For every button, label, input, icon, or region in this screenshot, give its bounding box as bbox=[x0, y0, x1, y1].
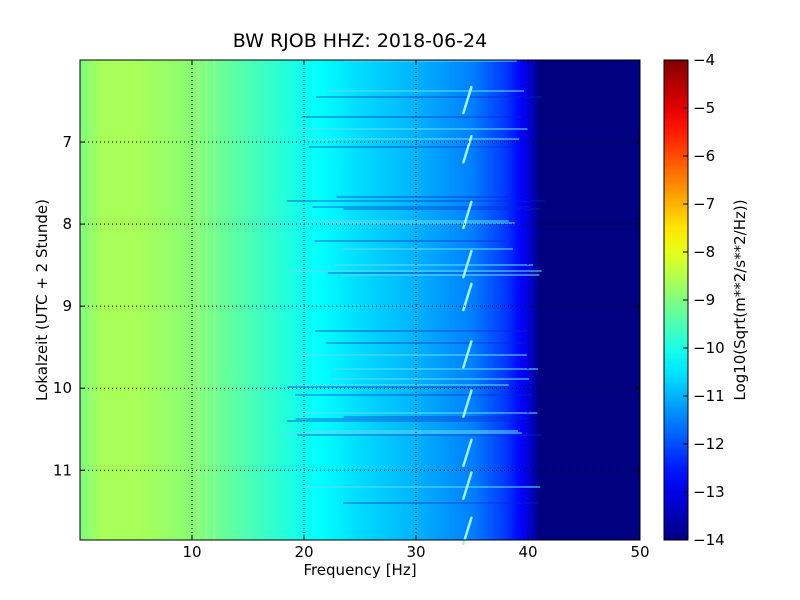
heatmap-band bbox=[336, 196, 509, 198]
x-tick-label: 10 bbox=[182, 543, 201, 561]
heatmap-band bbox=[295, 418, 530, 420]
heatmap-band bbox=[343, 208, 541, 210]
heatmap-band bbox=[323, 222, 515, 224]
spectrogram-heatmap bbox=[80, 60, 640, 540]
heatmap-band bbox=[340, 274, 540, 276]
heatmap-band bbox=[326, 342, 527, 344]
heatmap-band bbox=[298, 220, 509, 222]
heatmap-band bbox=[316, 96, 542, 98]
y-tick-label: 11 bbox=[53, 461, 72, 479]
heatmap-band bbox=[299, 128, 528, 130]
heatmap-band bbox=[309, 430, 518, 432]
heatmap-band bbox=[306, 138, 520, 140]
colorbar-tick-label: −6 bbox=[693, 147, 715, 165]
transient-line bbox=[462, 340, 473, 369]
colorbar-tick-label: −12 bbox=[693, 435, 725, 453]
heatmap-band bbox=[308, 146, 517, 148]
transient-line bbox=[462, 282, 473, 312]
colorbar-tick-label: −11 bbox=[693, 387, 725, 405]
y-tick-label: 8 bbox=[62, 215, 72, 233]
transient-line bbox=[462, 438, 473, 468]
heatmap-band bbox=[315, 330, 528, 332]
transient-line bbox=[462, 200, 473, 230]
heatmap-band bbox=[304, 486, 541, 488]
colorbar-tick-label: −7 bbox=[693, 195, 715, 213]
colorbar-tick-label: −4 bbox=[693, 51, 715, 69]
heatmap-band bbox=[342, 248, 513, 250]
heatmap-band bbox=[287, 386, 506, 388]
transient-line bbox=[462, 389, 473, 418]
heatmap-band bbox=[297, 412, 538, 414]
heatmap-band bbox=[327, 90, 524, 92]
heatmap-band bbox=[301, 354, 527, 356]
heatmap-band bbox=[290, 384, 509, 386]
chart-title: BW RJOB HHZ: 2018-06-24 bbox=[232, 30, 488, 52]
heatmap-band bbox=[343, 502, 537, 504]
heatmap-band bbox=[333, 368, 538, 370]
transient-lines bbox=[462, 85, 473, 546]
heatmap-band bbox=[282, 432, 522, 434]
heatmap-band bbox=[343, 60, 517, 62]
y-tick-label: 7 bbox=[62, 133, 72, 151]
colorbar-tick-label: −10 bbox=[693, 339, 725, 357]
heatmap-stripe bbox=[197, 60, 200, 540]
transient-line bbox=[462, 135, 473, 164]
heatmap-stripe bbox=[213, 60, 216, 540]
plot-frame bbox=[79, 59, 641, 541]
heatmap-band bbox=[314, 240, 506, 242]
heatmap-band bbox=[333, 264, 534, 266]
heatmap-band bbox=[312, 206, 529, 208]
colorbar-tick-label: −13 bbox=[693, 483, 725, 501]
colorbar-ticks: −4 −5 −6 −7 −8 −9 −10 −11 −12 −13 −14 bbox=[683, 51, 725, 549]
colorbar-tick-label: −8 bbox=[693, 243, 715, 261]
colorbar-label: Log10(Sqrt(m**2/s**2/Hz)) bbox=[731, 199, 749, 401]
y-axis-ticks: 7 8 9 10 11 bbox=[53, 133, 640, 479]
transient-line bbox=[462, 85, 473, 115]
y-axis-label: Lokalzeit (UTC + 2 Stunde) bbox=[33, 199, 51, 401]
x-axis-label: Frequency [Hz] bbox=[303, 561, 417, 579]
heatmap-band bbox=[289, 270, 542, 272]
grid-lines bbox=[80, 60, 640, 540]
heatmap-band bbox=[301, 116, 523, 118]
transient-line bbox=[462, 516, 473, 546]
x-axis-ticks: 10 20 30 40 50 bbox=[182, 60, 650, 561]
x-tick-label: 50 bbox=[630, 543, 649, 561]
heatmap-band bbox=[286, 420, 517, 422]
x-tick-label: 30 bbox=[406, 543, 425, 561]
transient-line bbox=[462, 471, 473, 500]
heatmap-background bbox=[80, 60, 640, 540]
heatmap-stripe bbox=[205, 60, 208, 540]
heatmap-band bbox=[295, 394, 533, 396]
transient-line bbox=[462, 249, 473, 279]
heatmap-band bbox=[297, 434, 542, 436]
y-tick-label: 9 bbox=[62, 297, 72, 315]
x-tick-label: 40 bbox=[518, 543, 537, 561]
heatmap-band bbox=[343, 416, 526, 418]
heatmap-band bbox=[327, 272, 541, 274]
x-tick-label: 20 bbox=[294, 543, 313, 561]
colorbar-tick-label: −5 bbox=[693, 99, 715, 117]
colorbar-tick-label: −14 bbox=[693, 531, 725, 549]
colorbar-tick-label: −9 bbox=[693, 291, 715, 309]
y-tick-label: 10 bbox=[53, 379, 72, 397]
heatmap-band bbox=[332, 378, 530, 380]
